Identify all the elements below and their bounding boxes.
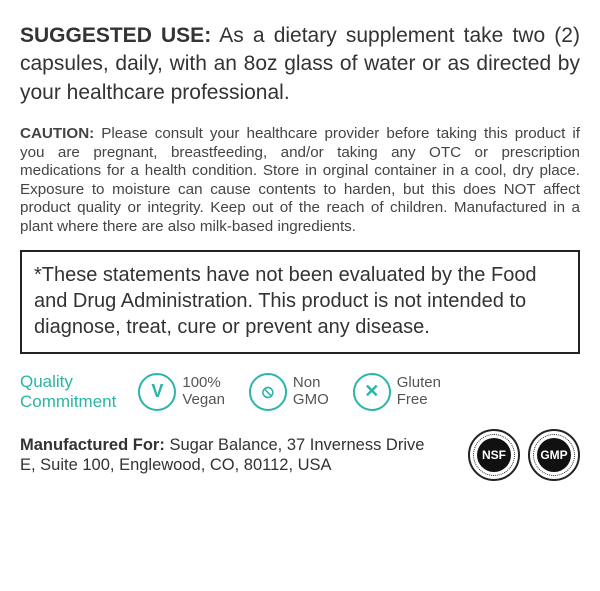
manufactured-for: Manufactured For: Sugar Balance, 37 Inve… <box>20 435 440 476</box>
nsf-label: NSF <box>477 438 511 472</box>
badge-gluten-free: ✕ Gluten Free <box>353 373 441 411</box>
vegan-glyph: V <box>151 381 163 402</box>
vegan-icon: V <box>138 373 176 411</box>
gmp-label: GMP <box>537 438 571 472</box>
certification-row: NSF GMP <box>468 429 580 481</box>
vegan-line2: Vegan <box>182 392 225 409</box>
caution-text: Please consult your healthcare provider … <box>20 125 580 235</box>
gluten-free-icon: ✕ <box>353 373 391 411</box>
badge-row: Quality Commitment V 100% Vegan ⦸ Non GM… <box>20 372 580 411</box>
caution-label: CAUTION: <box>20 125 94 142</box>
quality-line1: Quality <box>20 372 116 392</box>
footer-row: Manufactured For: Sugar Balance, 37 Inve… <box>20 429 580 481</box>
nongmo-line2: GMO <box>293 392 329 409</box>
gmp-badge-icon: GMP <box>528 429 580 481</box>
nongmo-text: Non GMO <box>293 375 329 408</box>
manufactured-label: Manufactured For: <box>20 436 165 454</box>
nongmo-icon: ⦸ <box>249 373 287 411</box>
gluten-text: Gluten Free <box>397 375 441 408</box>
vegan-text: 100% Vegan <box>182 375 225 408</box>
nongmo-line1: Non <box>293 375 329 392</box>
gluten-glyph: ✕ <box>364 381 379 402</box>
badge-vegan: V 100% Vegan <box>138 373 225 411</box>
suggested-use: SUGGESTED USE: As a dietary supplement t… <box>20 22 580 107</box>
vegan-line1: 100% <box>182 375 225 392</box>
quality-commitment: Quality Commitment <box>20 372 116 411</box>
badge-nongmo: ⦸ Non GMO <box>249 373 329 411</box>
fda-disclaimer-text: *These statements have not been evaluate… <box>34 262 566 340</box>
quality-line2: Commitment <box>20 392 116 412</box>
gluten-line2: Free <box>397 392 441 409</box>
nongmo-glyph: ⦸ <box>262 381 274 402</box>
suggested-use-label: SUGGESTED USE: <box>20 24 211 47</box>
caution: CAUTION: Please consult your healthcare … <box>20 125 580 236</box>
nsf-badge-icon: NSF <box>468 429 520 481</box>
fda-disclaimer-box: *These statements have not been evaluate… <box>20 250 580 354</box>
gluten-line1: Gluten <box>397 375 441 392</box>
